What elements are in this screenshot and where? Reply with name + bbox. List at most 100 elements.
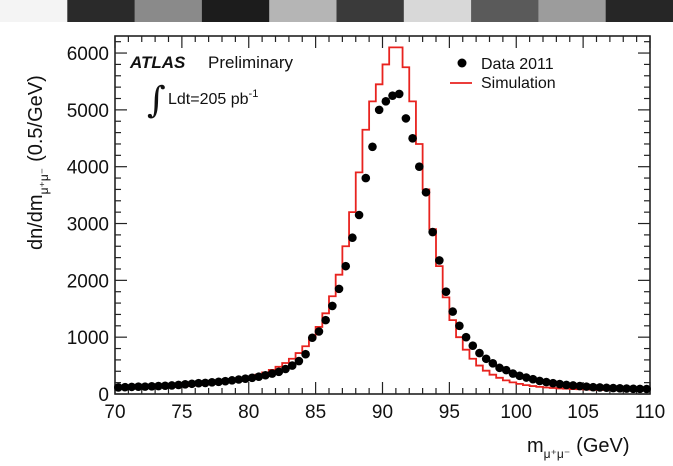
data-point — [154, 381, 163, 391]
axis-ticks — [114, 36, 651, 395]
y-tick-label: 6000 — [67, 44, 109, 65]
data-points — [114, 89, 651, 394]
data-point — [528, 374, 538, 384]
experiment-label: ATLAS — [129, 53, 186, 72]
data-point — [542, 377, 551, 387]
data-point — [160, 381, 170, 391]
data-point — [582, 382, 591, 391]
x-axis-title-sub: μ⁺μ⁻ — [544, 447, 571, 461]
banner-segment — [471, 0, 540, 22]
y-tick-label: 1000 — [67, 328, 109, 349]
data-point — [642, 384, 651, 394]
banner-segment — [605, 0, 673, 22]
data-point — [167, 381, 177, 390]
data-point — [207, 378, 217, 387]
data-point — [127, 382, 137, 392]
data-point — [588, 382, 598, 392]
data-point — [481, 354, 491, 364]
y-axis-title-unit: (0.5/GeV) — [25, 75, 47, 162]
data-point — [622, 384, 631, 393]
legend-data-marker — [457, 58, 467, 68]
x-tick-label: 105 — [567, 402, 599, 423]
banner-segment — [269, 0, 338, 22]
data-point — [615, 384, 625, 393]
banner-segment — [538, 0, 607, 22]
status-label: Preliminary — [208, 53, 294, 72]
data-point — [274, 367, 284, 377]
data-point — [227, 376, 237, 385]
data-point — [461, 332, 471, 342]
data-point — [521, 373, 531, 382]
banner-segment — [0, 0, 69, 22]
data-point — [548, 378, 558, 388]
data-point — [200, 378, 210, 388]
data-point — [187, 379, 197, 389]
legend-sim-label: Simulation — [481, 75, 556, 92]
x-tick-label: 95 — [439, 402, 460, 423]
x-tick-labels: 70 75 80 85 90 95 100 105 110 — [104, 402, 665, 423]
data-point — [147, 382, 157, 391]
x-axis-title: mμ⁺μ⁻ (GeV) — [527, 435, 630, 461]
data-point — [334, 284, 344, 294]
data-point — [568, 381, 578, 390]
data-point — [354, 210, 364, 220]
luminosity-text: Ldt=205 pb — [168, 91, 249, 108]
data-point — [455, 321, 464, 331]
data-point — [114, 383, 123, 392]
data-point — [388, 91, 397, 100]
data-point — [435, 256, 444, 265]
banner-segment — [134, 0, 203, 22]
data-point — [287, 361, 297, 370]
x-axis-title-main: m — [527, 435, 544, 457]
y-tick-labels: 0 1000 2000 3000 4000 5000 6000 — [67, 44, 109, 406]
data-point — [214, 377, 223, 387]
data-point — [348, 233, 357, 243]
integral-symbol: ∫ — [147, 80, 166, 121]
data-point — [562, 380, 571, 390]
data-point — [488, 359, 498, 368]
data-point — [475, 348, 484, 358]
data-point — [535, 376, 544, 386]
banner-segment — [201, 0, 271, 22]
y-tick-label: 0 — [98, 385, 109, 406]
x-tick-label: 80 — [238, 402, 259, 423]
luminosity-label: Ldt=205 pb-1 — [168, 88, 258, 108]
data-point — [602, 383, 611, 393]
data-point — [174, 380, 183, 390]
banner-segment — [336, 0, 405, 22]
x-tick-label: 110 — [635, 402, 665, 423]
data-point — [140, 382, 150, 391]
data-point — [635, 384, 645, 394]
data-point — [328, 301, 337, 311]
y-axis-title: dn/dmμ⁺μ⁻ (0.5/GeV) — [25, 75, 51, 250]
data-point — [608, 383, 618, 393]
data-point — [441, 287, 451, 297]
data-point — [314, 327, 324, 336]
data-point — [241, 374, 250, 383]
header-photo-strip — [0, 0, 673, 22]
data-point — [508, 369, 518, 378]
data-point — [495, 363, 504, 373]
data-point — [401, 114, 411, 123]
data-point — [414, 162, 424, 171]
data-point — [595, 383, 605, 392]
x-tick-label: 75 — [171, 402, 192, 423]
legend: Data 2011 Simulation — [450, 56, 556, 92]
data-point — [134, 382, 143, 392]
data-point — [381, 97, 391, 106]
data-point — [281, 364, 290, 374]
y-tick-label: 2000 — [67, 271, 109, 292]
data-point — [501, 365, 511, 375]
data-point — [575, 381, 585, 391]
data-point — [180, 380, 190, 389]
legend-data-label: Data 2011 — [481, 56, 554, 73]
data-point — [628, 384, 638, 394]
data-point — [394, 89, 404, 99]
data-point — [428, 227, 437, 237]
data-point — [254, 372, 264, 381]
data-point — [361, 173, 371, 183]
data-point — [261, 370, 270, 380]
data-point — [221, 376, 230, 386]
data-point — [120, 382, 130, 392]
